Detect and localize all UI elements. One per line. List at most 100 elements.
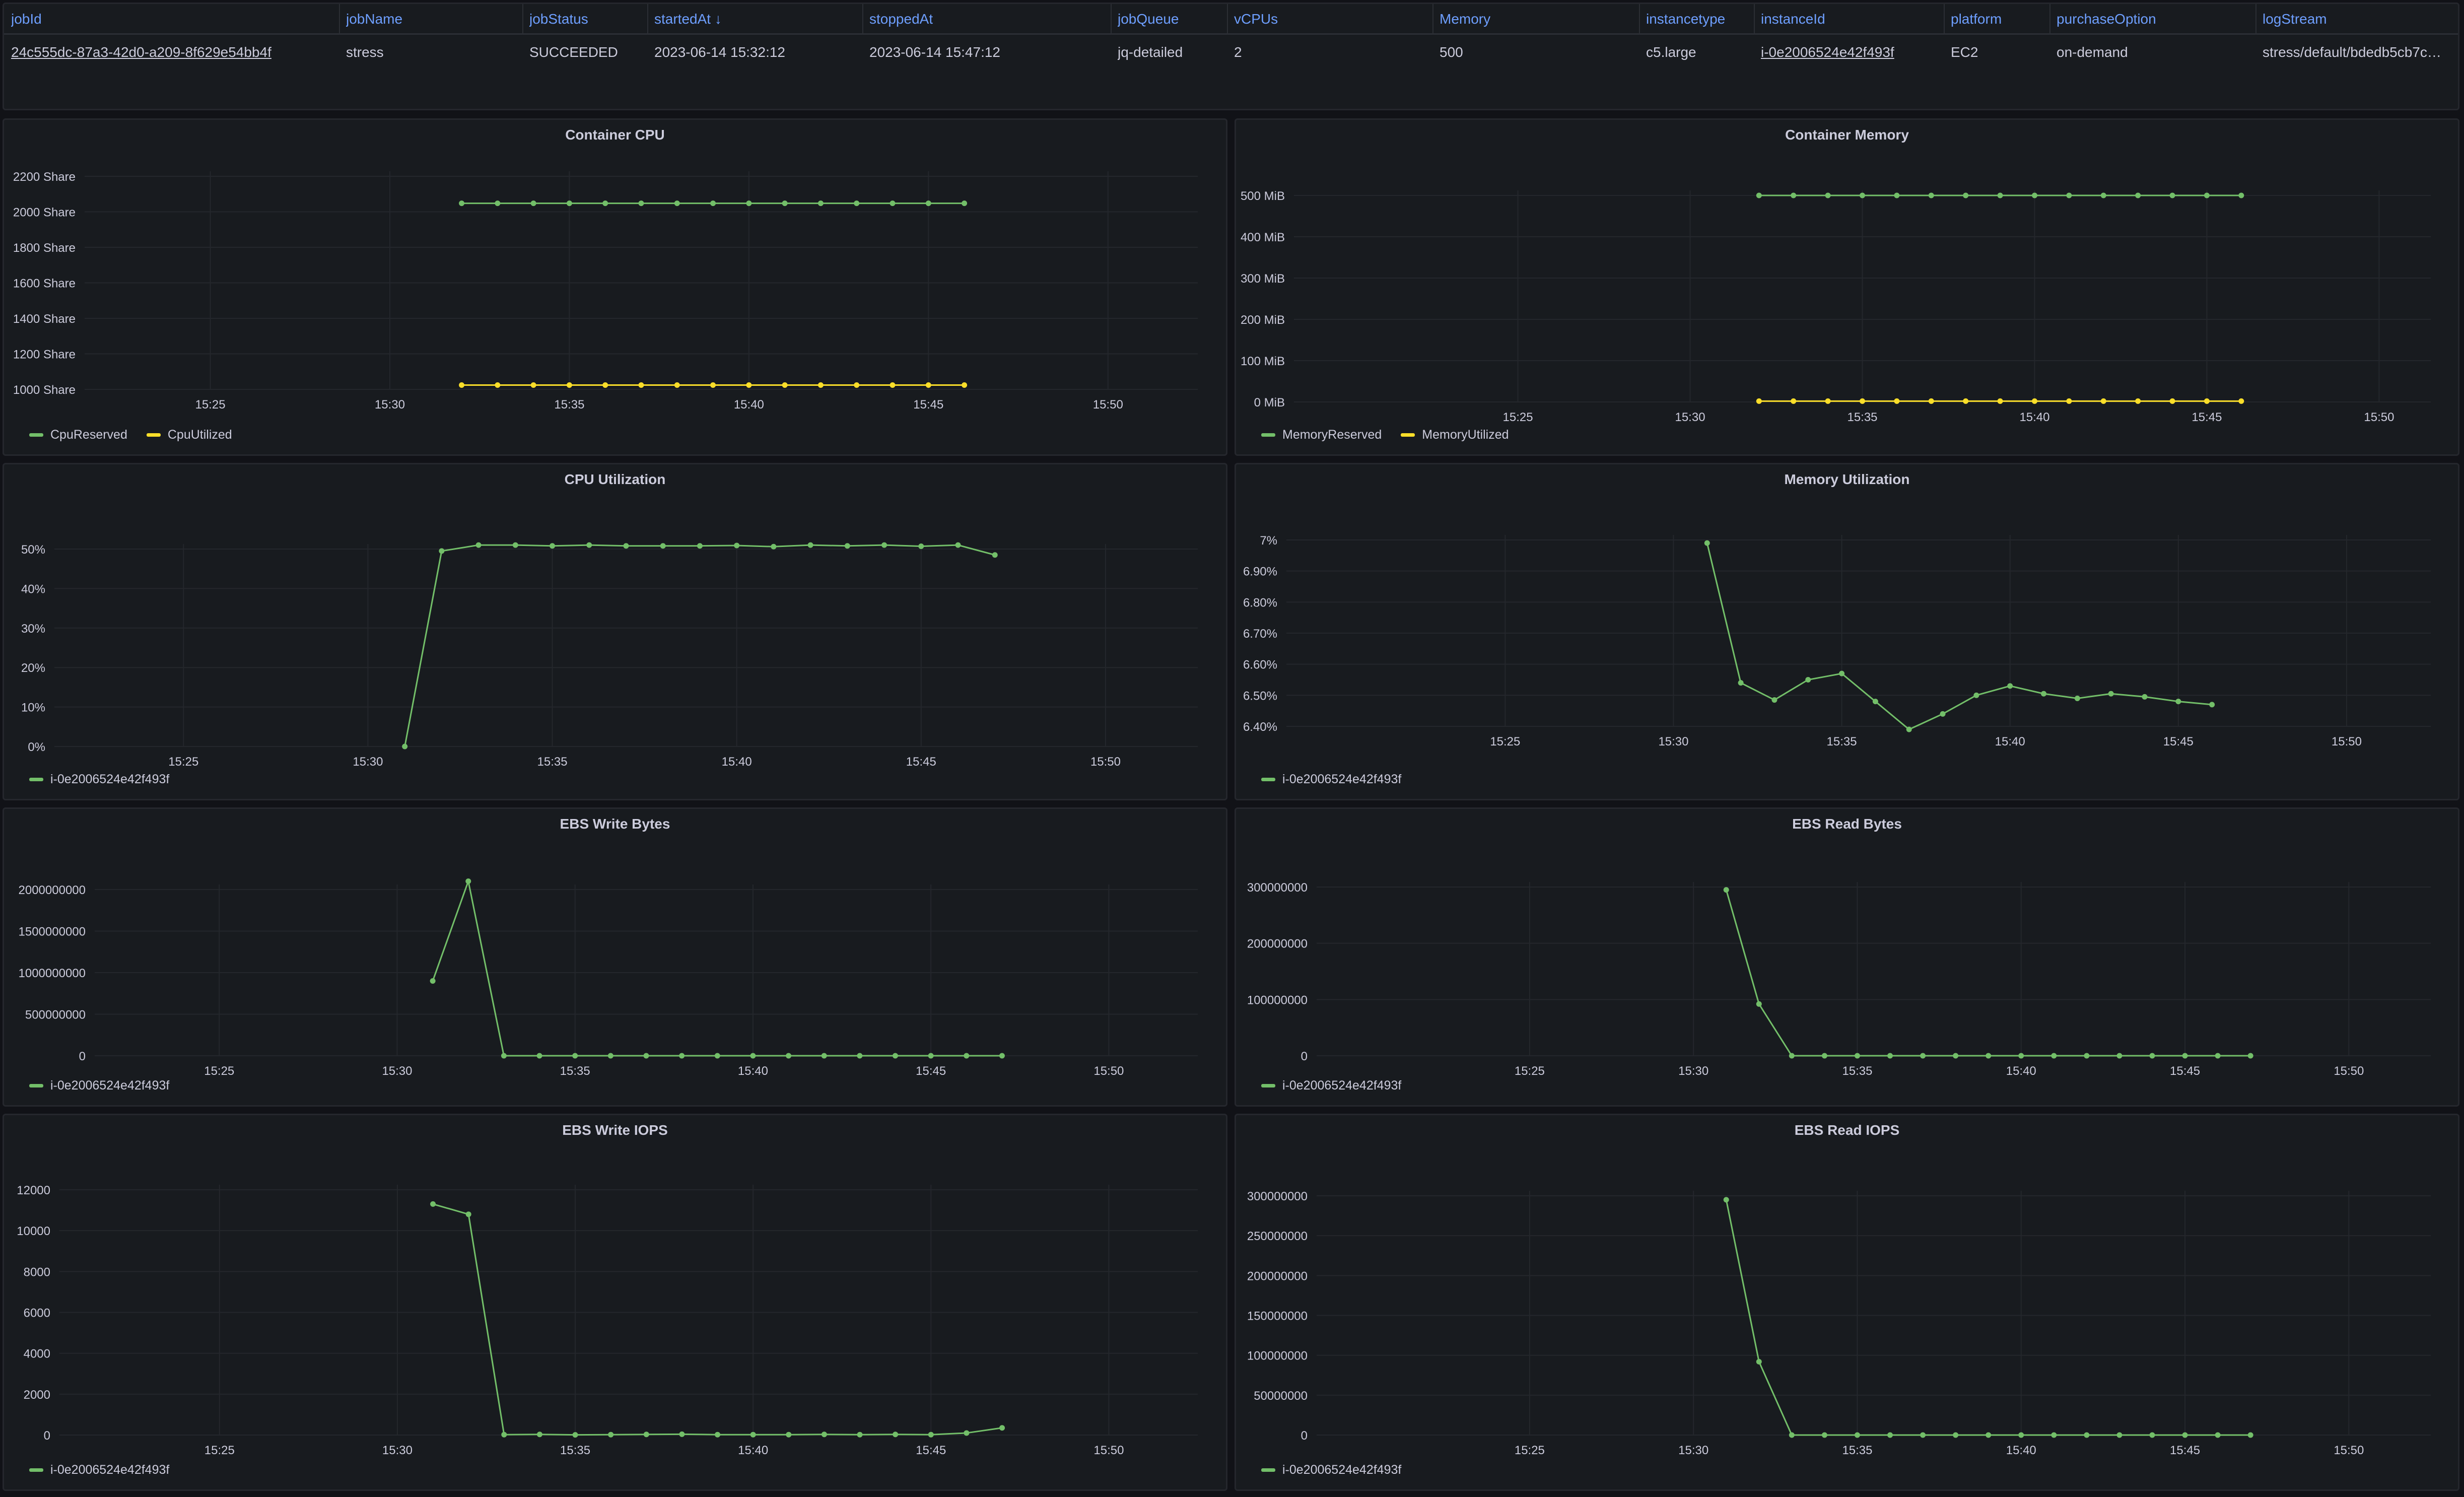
data-point[interactable] — [572, 1432, 578, 1438]
data-point[interactable] — [2066, 398, 2072, 404]
data-point[interactable] — [2041, 691, 2047, 697]
data-point[interactable] — [439, 548, 445, 554]
data-point[interactable] — [2169, 398, 2175, 404]
data-point[interactable] — [1986, 1432, 1992, 1438]
column-header-stoppedat[interactable]: stoppedAt — [869, 11, 933, 27]
data-point[interactable] — [2149, 1053, 2155, 1059]
data-point[interactable] — [750, 1053, 756, 1059]
data-point[interactable] — [512, 542, 518, 548]
data-point[interactable] — [1887, 1053, 1893, 1059]
data-point[interactable] — [2051, 1432, 2057, 1438]
data-point[interactable] — [746, 200, 752, 207]
data-point[interactable] — [1854, 1053, 1860, 1059]
data-point[interactable] — [1839, 670, 1845, 676]
data-point[interactable] — [2116, 1432, 2123, 1438]
column-header-jobname[interactable]: jobName — [346, 11, 403, 27]
data-point[interactable] — [465, 878, 471, 884]
data-point[interactable] — [2142, 694, 2148, 700]
data-point[interactable] — [992, 552, 998, 558]
data-point[interactable] — [2175, 699, 2181, 705]
data-point[interactable] — [2018, 1432, 2024, 1438]
data-point[interactable] — [2182, 1432, 2188, 1438]
data-point[interactable] — [955, 542, 961, 548]
data-point[interactable] — [2018, 1053, 2024, 1059]
data-point[interactable] — [821, 1432, 827, 1438]
cell-instanceid[interactable]: i-0e2006524e42f493f — [1761, 44, 1894, 60]
data-point[interactable] — [881, 542, 887, 548]
data-point[interactable] — [2084, 1053, 2090, 1059]
data-point[interactable] — [2100, 192, 2106, 198]
data-point[interactable] — [2149, 1432, 2155, 1438]
data-point[interactable] — [893, 1053, 899, 1059]
data-point[interactable] — [430, 1201, 436, 1207]
data-point[interactable] — [602, 382, 608, 388]
cell-jobid[interactable]: 24c555dc-87a3-42d0-a209-8f629e54bb4f — [11, 44, 271, 60]
data-point[interactable] — [430, 978, 436, 984]
data-point[interactable] — [1821, 1053, 1827, 1059]
data-point[interactable] — [1963, 192, 1969, 198]
data-point[interactable] — [889, 200, 896, 207]
data-point[interactable] — [660, 543, 666, 549]
data-point[interactable] — [674, 382, 680, 388]
data-point[interactable] — [1920, 1053, 1926, 1059]
data-point[interactable] — [928, 1432, 934, 1438]
column-header-instancetype[interactable]: instancetype — [1646, 11, 1726, 27]
data-point[interactable] — [817, 382, 824, 388]
data-point[interactable] — [1825, 192, 1831, 198]
data-point[interactable] — [1805, 677, 1811, 683]
data-point[interactable] — [2169, 192, 2175, 198]
data-point[interactable] — [928, 1053, 934, 1059]
data-point[interactable] — [2066, 192, 2072, 198]
data-point[interactable] — [710, 200, 716, 207]
data-point[interactable] — [964, 1053, 970, 1059]
data-point[interactable] — [2247, 1432, 2253, 1438]
data-point[interactable] — [536, 1432, 542, 1438]
data-point[interactable] — [2031, 192, 2037, 198]
data-point[interactable] — [2100, 398, 2106, 404]
data-point[interactable] — [1821, 1432, 1827, 1438]
data-point[interactable] — [734, 542, 740, 549]
data-point[interactable] — [1789, 1053, 1795, 1059]
data-point[interactable] — [2215, 1432, 2221, 1438]
data-point[interactable] — [1738, 680, 1744, 686]
data-point[interactable] — [1953, 1432, 1959, 1438]
data-point[interactable] — [638, 200, 644, 207]
data-point[interactable] — [821, 1053, 827, 1059]
data-point[interactable] — [1920, 1432, 1926, 1438]
data-point[interactable] — [1771, 697, 1777, 703]
data-point[interactable] — [2182, 1053, 2188, 1059]
data-point[interactable] — [807, 542, 813, 548]
data-point[interactable] — [1953, 1053, 1959, 1059]
data-point[interactable] — [2116, 1053, 2123, 1059]
column-header-logstream[interactable]: logStream — [2263, 11, 2327, 27]
column-header-jobqueue[interactable]: jobQueue — [1118, 11, 1179, 27]
data-point[interactable] — [1963, 398, 1969, 404]
data-point[interactable] — [1973, 692, 1979, 698]
data-point[interactable] — [1756, 192, 1762, 198]
data-point[interactable] — [495, 200, 501, 207]
column-header-purchaseoption[interactable]: purchaseOption — [2057, 11, 2156, 27]
legend-item[interactable]: i-0e2006524e42f493f — [29, 772, 169, 787]
data-point[interactable] — [1791, 192, 1797, 198]
data-point[interactable] — [602, 200, 608, 207]
data-point[interactable] — [465, 1211, 471, 1217]
legend-item[interactable]: i-0e2006524e42f493f — [29, 1463, 169, 1477]
data-point[interactable] — [2135, 398, 2141, 404]
data-point[interactable] — [402, 743, 408, 750]
data-point[interactable] — [786, 1432, 792, 1438]
data-point[interactable] — [2084, 1432, 2090, 1438]
data-point[interactable] — [782, 382, 788, 388]
data-point[interactable] — [679, 1053, 685, 1059]
data-point[interactable] — [1906, 726, 1912, 732]
data-point[interactable] — [475, 542, 482, 548]
column-header-jobid[interactable]: jobId — [11, 11, 42, 27]
data-point[interactable] — [1997, 398, 2003, 404]
data-point[interactable] — [2031, 398, 2037, 404]
column-header-instanceid[interactable]: instanceId — [1761, 11, 1825, 27]
legend-item[interactable]: i-0e2006524e42f493f — [29, 1078, 169, 1093]
data-point[interactable] — [1723, 1197, 1729, 1203]
data-point[interactable] — [530, 200, 536, 207]
data-point[interactable] — [501, 1053, 507, 1059]
data-point[interactable] — [854, 200, 860, 207]
legend-item[interactable]: CpuUtilized — [146, 428, 232, 442]
